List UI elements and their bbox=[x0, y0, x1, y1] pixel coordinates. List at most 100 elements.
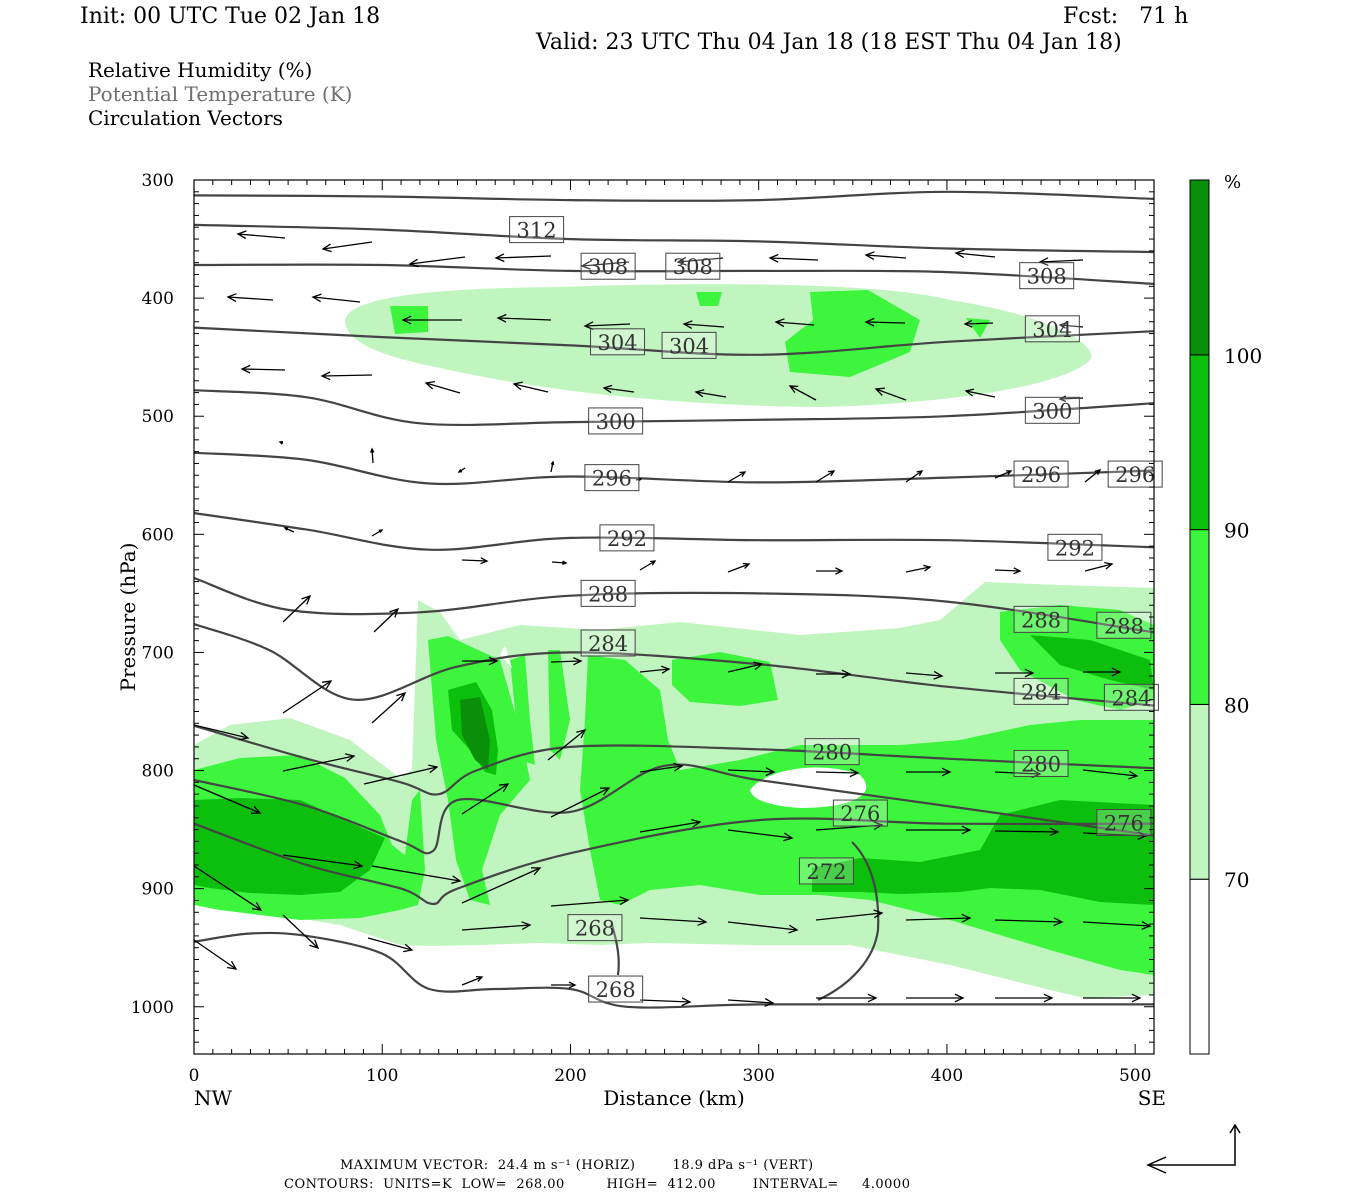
init-time: Init: 00 UTC Tue 02 Jan 18 bbox=[80, 4, 381, 29]
circulation-vector bbox=[282, 594, 312, 623]
contour-label-box bbox=[580, 629, 636, 657]
contour-label-284: 284 bbox=[1103, 683, 1159, 711]
circulation-vector bbox=[963, 319, 994, 328]
circulation-vector bbox=[226, 293, 274, 302]
vector-shaft bbox=[727, 663, 763, 673]
circulation-vector bbox=[551, 981, 577, 989]
vector-shaft bbox=[905, 566, 931, 573]
contour-label-308: 308 bbox=[580, 252, 636, 280]
contour-label-box bbox=[599, 524, 655, 552]
circulation-vector bbox=[694, 389, 727, 398]
vector-shaft bbox=[194, 724, 249, 739]
x-tick-label: 400 bbox=[931, 1066, 963, 1086]
vector-shaft bbox=[695, 391, 727, 398]
vector-head bbox=[874, 387, 885, 396]
vector-head bbox=[841, 669, 852, 679]
circulation-vector bbox=[816, 993, 878, 1003]
circulation-vector bbox=[408, 256, 466, 268]
contour-label-268: 268 bbox=[588, 975, 644, 1003]
vector-shaft bbox=[495, 255, 552, 259]
x-tick-label: 200 bbox=[554, 1066, 586, 1086]
vector-head bbox=[788, 385, 799, 393]
vector-shaft bbox=[1039, 259, 1084, 263]
contour-label-box bbox=[590, 328, 646, 356]
reference-vector-left-head bbox=[1146, 1156, 1167, 1174]
contour-label-text: 288 bbox=[1104, 614, 1144, 638]
circulation-vector bbox=[1038, 257, 1084, 267]
circulation-vector bbox=[282, 914, 320, 950]
circulation-vector bbox=[1083, 993, 1142, 1003]
vector-shaft bbox=[639, 917, 707, 923]
x-left-direction-label: NW bbox=[194, 1086, 233, 1110]
contour-label-text: 308 bbox=[1027, 265, 1067, 289]
vector-head bbox=[916, 470, 924, 477]
legend-potential-temperature: Potential Temperature (K) bbox=[88, 82, 353, 106]
circulation-vector bbox=[512, 381, 549, 393]
vector-head bbox=[1043, 993, 1054, 1003]
contour-label-box bbox=[580, 579, 636, 607]
contour-label-text: 272 bbox=[806, 860, 846, 884]
vector-head bbox=[550, 460, 555, 466]
y-tick-label: 600 bbox=[142, 525, 174, 545]
contour-label-312: 312 bbox=[509, 216, 565, 244]
vector-shaft bbox=[789, 385, 817, 401]
circulation-vector bbox=[727, 767, 776, 777]
circulation-vector bbox=[815, 768, 860, 778]
circulation-vector bbox=[367, 937, 414, 953]
contour-label-box bbox=[588, 975, 644, 1003]
contour-label-296: 296 bbox=[1013, 460, 1069, 488]
vector-shaft bbox=[461, 783, 509, 815]
vector-shaft bbox=[547, 729, 586, 761]
theta-contour-268-vertical bbox=[610, 924, 620, 976]
vector-shaft bbox=[312, 296, 361, 303]
vector-shaft bbox=[727, 921, 798, 931]
circulation-vector-layer bbox=[194, 230, 1152, 1007]
circulation-vector bbox=[580, 260, 630, 270]
vector-head bbox=[562, 560, 568, 566]
vector-shaft bbox=[461, 976, 483, 986]
circulation-vector bbox=[906, 767, 952, 777]
circulation-vector bbox=[905, 913, 972, 923]
contour-label-280: 280 bbox=[804, 738, 860, 766]
vector-shaft bbox=[905, 470, 923, 483]
circulation-vector bbox=[994, 470, 1013, 479]
vector-head bbox=[753, 661, 764, 671]
vector-head bbox=[691, 818, 702, 828]
vector-head bbox=[964, 388, 975, 397]
circulation-vector bbox=[401, 315, 462, 325]
contour-label-text: 308 bbox=[588, 255, 628, 279]
vector-head bbox=[239, 731, 250, 741]
rh-80-region bbox=[672, 652, 778, 706]
circulation-vector bbox=[236, 230, 286, 240]
vector-head bbox=[278, 440, 284, 445]
circulation-vector bbox=[788, 385, 817, 401]
vector-shaft bbox=[1084, 563, 1113, 572]
circulation-vector bbox=[602, 384, 635, 394]
circulation-vector bbox=[815, 470, 836, 483]
vector-shaft bbox=[513, 383, 549, 393]
vector-head bbox=[867, 993, 878, 1003]
vector-head bbox=[1013, 567, 1022, 575]
vector-shaft bbox=[775, 321, 815, 326]
circulation-vector bbox=[550, 787, 611, 818]
contour-label-text: 268 bbox=[596, 978, 636, 1002]
theta-contour-296 bbox=[194, 451, 1154, 486]
contour-label-text: 284 bbox=[1021, 680, 1061, 704]
contour-label-284: 284 bbox=[1013, 677, 1069, 705]
circulation-vector bbox=[906, 825, 972, 835]
vector-head bbox=[301, 594, 312, 605]
circulation-vector bbox=[905, 564, 932, 573]
vector-shaft bbox=[1082, 921, 1151, 927]
contour-label-box bbox=[1024, 315, 1080, 343]
contour-label-box bbox=[1024, 396, 1080, 424]
vector-head bbox=[1131, 993, 1142, 1003]
circulation-vector bbox=[1084, 561, 1114, 572]
contour-label-text: 280 bbox=[812, 741, 852, 765]
vector-shaft bbox=[367, 937, 413, 951]
vector-head bbox=[1038, 257, 1049, 267]
contour-label-text: 300 bbox=[1032, 399, 1072, 423]
colorbar-level-label: 70 bbox=[1224, 868, 1249, 892]
vector-shaft bbox=[425, 382, 461, 394]
legend-circulation-vectors: Circulation Vectors bbox=[88, 106, 283, 130]
vector-shaft bbox=[581, 261, 630, 267]
